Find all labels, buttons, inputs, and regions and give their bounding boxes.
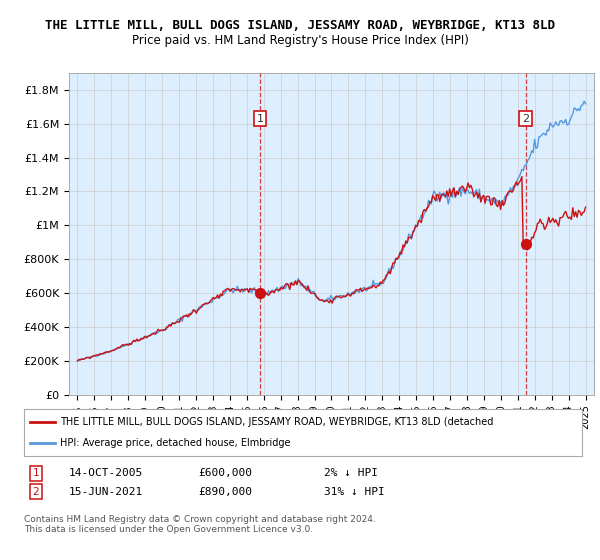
Text: THE LITTLE MILL, BULL DOGS ISLAND, JESSAMY ROAD, WEYBRIDGE, KT13 8LD (detached: THE LITTLE MILL, BULL DOGS ISLAND, JESSA… bbox=[60, 417, 494, 427]
Text: 31% ↓ HPI: 31% ↓ HPI bbox=[324, 487, 385, 497]
Text: 1: 1 bbox=[32, 468, 40, 478]
Point bbox=[521, 240, 530, 249]
Text: 1: 1 bbox=[257, 114, 264, 124]
Text: £600,000: £600,000 bbox=[198, 468, 252, 478]
Text: 15-JUN-2021: 15-JUN-2021 bbox=[69, 487, 143, 497]
Point bbox=[256, 288, 265, 297]
Text: This data is licensed under the Open Government Licence v3.0.: This data is licensed under the Open Gov… bbox=[24, 525, 313, 534]
Text: Price paid vs. HM Land Registry's House Price Index (HPI): Price paid vs. HM Land Registry's House … bbox=[131, 34, 469, 47]
Text: THE LITTLE MILL, BULL DOGS ISLAND, JESSAMY ROAD, WEYBRIDGE, KT13 8LD: THE LITTLE MILL, BULL DOGS ISLAND, JESSA… bbox=[45, 18, 555, 32]
Text: 2: 2 bbox=[522, 114, 529, 124]
Text: 2: 2 bbox=[32, 487, 40, 497]
Text: £890,000: £890,000 bbox=[198, 487, 252, 497]
Text: HPI: Average price, detached house, Elmbridge: HPI: Average price, detached house, Elmb… bbox=[60, 438, 291, 448]
Text: 2% ↓ HPI: 2% ↓ HPI bbox=[324, 468, 378, 478]
Text: Contains HM Land Registry data © Crown copyright and database right 2024.: Contains HM Land Registry data © Crown c… bbox=[24, 515, 376, 524]
Text: 14-OCT-2005: 14-OCT-2005 bbox=[69, 468, 143, 478]
